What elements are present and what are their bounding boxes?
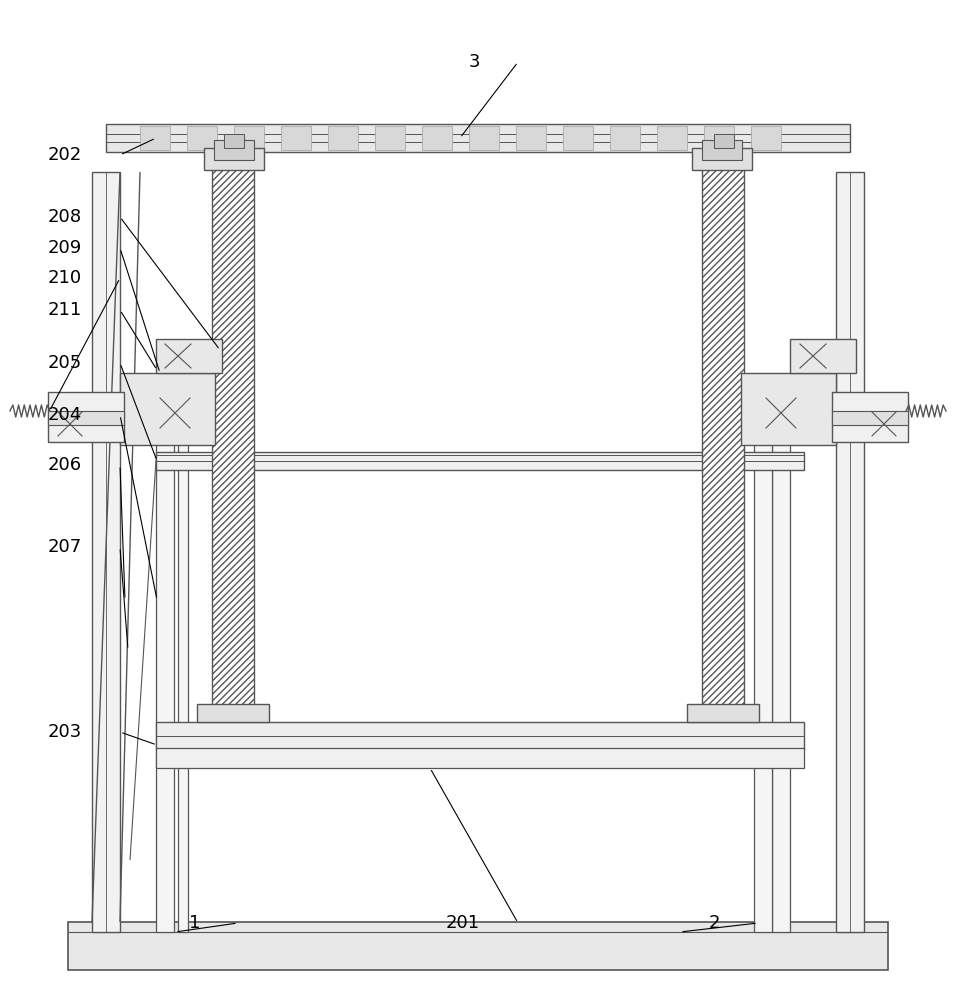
Bar [281, 126, 311, 150]
Bar [48, 411, 124, 425]
Bar [422, 126, 452, 150]
Text: 203: 203 [48, 723, 82, 741]
Text: 205: 205 [48, 354, 82, 372]
Bar [160, 398, 190, 428]
Bar [751, 126, 781, 150]
Bar [692, 148, 752, 170]
Bar [657, 126, 687, 150]
Bar [702, 140, 742, 160]
Text: 210: 210 [48, 269, 82, 287]
Bar [772, 442, 790, 932]
Text: 3: 3 [468, 53, 480, 71]
Bar [214, 140, 254, 160]
Text: 2: 2 [708, 914, 720, 932]
Bar [178, 442, 188, 932]
Bar [836, 172, 864, 932]
Bar [563, 126, 593, 150]
Bar [187, 126, 217, 150]
Bar [106, 124, 850, 152]
Bar [156, 442, 174, 932]
Bar [234, 126, 264, 150]
Text: 201: 201 [445, 914, 480, 932]
Bar [156, 748, 804, 768]
Bar [832, 392, 908, 442]
Text: 1: 1 [188, 914, 200, 932]
Bar [790, 339, 856, 373]
Bar [800, 344, 826, 368]
Text: 211: 211 [48, 301, 82, 319]
Bar [156, 722, 804, 750]
Text: 208: 208 [48, 208, 82, 226]
Bar [197, 704, 269, 722]
Bar [704, 126, 734, 150]
Text: 207: 207 [48, 538, 82, 556]
Bar [687, 704, 759, 722]
Bar [516, 126, 546, 150]
Text: 209: 209 [48, 239, 82, 257]
Bar [48, 392, 124, 442]
Bar [872, 412, 896, 436]
Bar [469, 126, 499, 150]
Bar [375, 126, 405, 150]
Bar [68, 922, 888, 970]
Bar [832, 411, 908, 425]
Text: 202: 202 [48, 146, 82, 164]
Bar [702, 160, 744, 720]
Bar [328, 126, 358, 150]
Bar [714, 134, 734, 148]
Bar [58, 412, 82, 436]
Bar [165, 344, 191, 368]
Bar [754, 442, 772, 932]
Bar [610, 126, 640, 150]
Bar [92, 172, 120, 932]
Text: 206: 206 [48, 456, 82, 474]
Bar [156, 452, 804, 470]
Bar [224, 134, 244, 148]
Bar [766, 398, 796, 428]
Bar [741, 373, 836, 445]
Bar [140, 126, 170, 150]
Bar [204, 148, 264, 170]
Bar [156, 339, 222, 373]
Bar [212, 160, 254, 720]
Text: 204: 204 [48, 406, 82, 424]
Bar [120, 373, 215, 445]
